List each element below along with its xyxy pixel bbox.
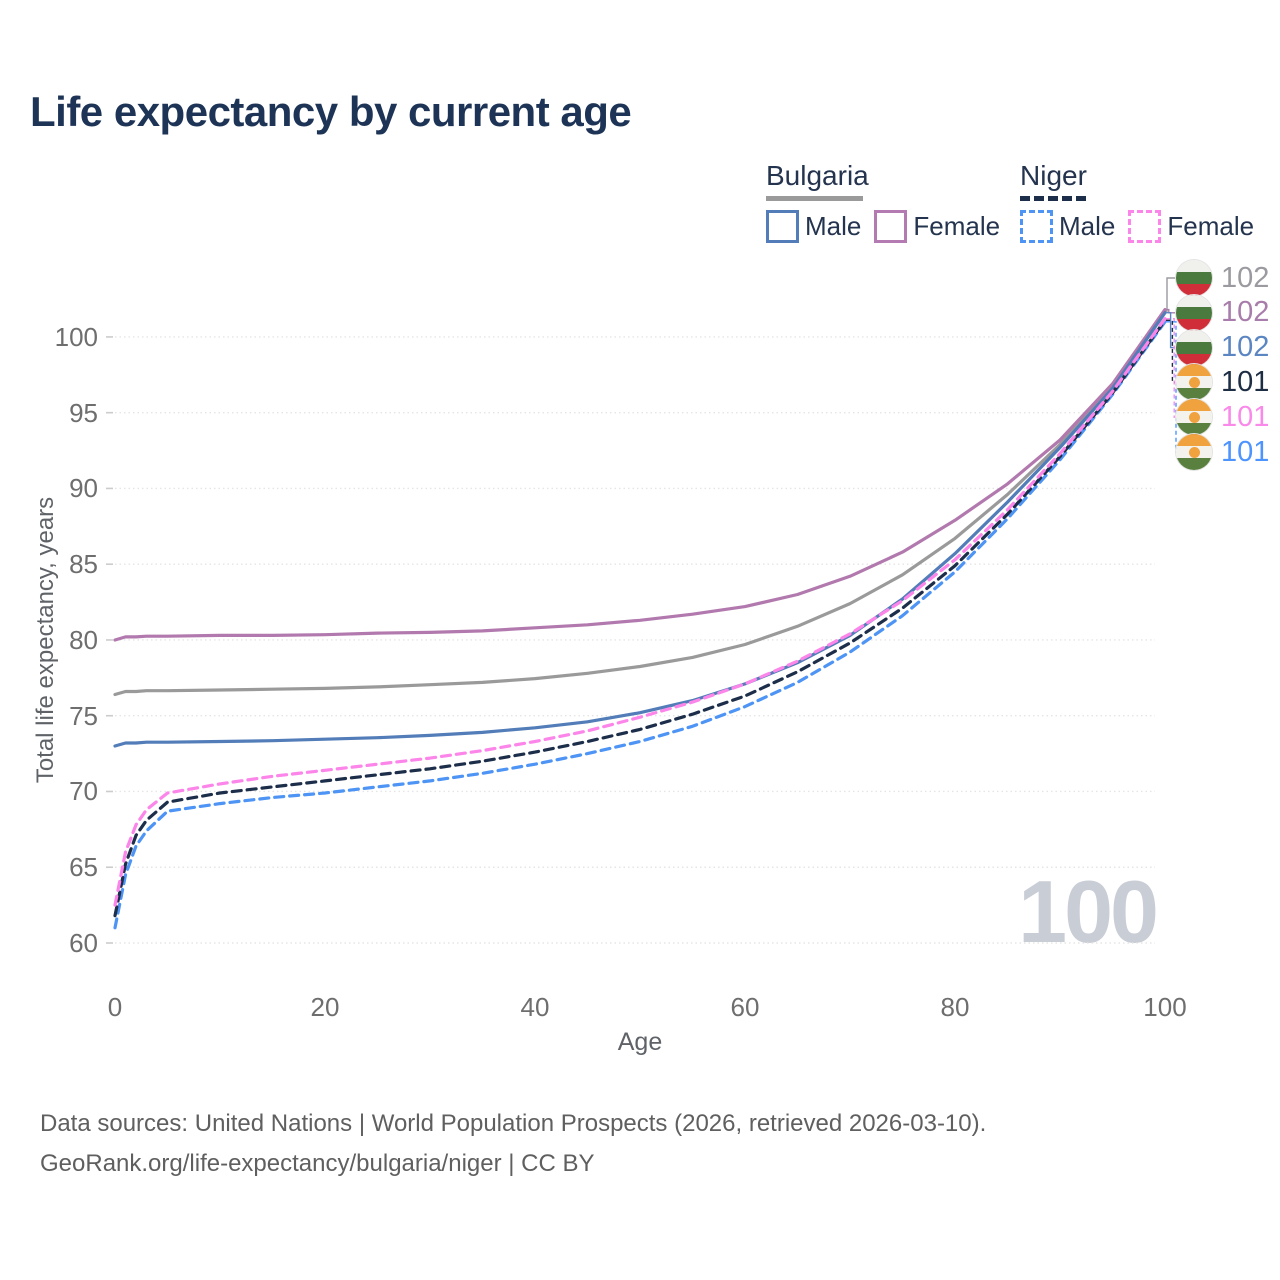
end-value-bulgaria-female: 102 [1221, 296, 1270, 329]
end-value-bulgaria-male: 102 [1221, 331, 1270, 364]
leader-line-bulgaria_both [1166, 277, 1175, 312]
end-value-bulgaria-both: 102 [1221, 261, 1270, 294]
current-age-watermark: 100 [1018, 862, 1159, 961]
series-line-niger_female [113, 317, 1167, 907]
x-axis-title: Age [617, 1028, 663, 1056]
leader-line-niger_both [1166, 319, 1175, 384]
footer-data-sources: Data sources: United Nations | World Pop… [40, 1110, 987, 1137]
legend-label-niger-male: Male [1059, 211, 1116, 241]
legend-title-niger: Niger [1020, 160, 1087, 191]
legend-label-bulgaria-male: Male [805, 211, 862, 241]
footer-url: GeoRank.org/life-expectancy/bulgaria/nig… [40, 1150, 595, 1177]
bulgaria-flag-icon [1176, 329, 1212, 366]
niger-female-swatch-icon[interactable] [1128, 210, 1162, 243]
leader-line-niger_male [1166, 321, 1177, 453]
legend-label-niger-female: Female [1167, 211, 1255, 241]
leader-line-niger_female [1166, 318, 1175, 418]
leader-line-bulgaria_male [1166, 312, 1175, 349]
legend-group-niger: Niger Male Female [1020, 160, 1254, 243]
series-line-niger_both [113, 318, 1167, 918]
series-line-bulgaria_both [113, 309, 1167, 697]
page-title: Life expectancy by current age [30, 88, 632, 135]
series-line-niger_male [113, 320, 1167, 930]
legend-item-niger-female[interactable]: Female [1128, 210, 1254, 243]
niger-flag-icon [1176, 434, 1212, 470]
end-row-niger-female: 101 [1176, 398, 1269, 436]
series-line-bulgaria_female [113, 308, 1167, 642]
legend-group-bulgaria: Bulgaria Male Female [766, 160, 1000, 243]
legend-item-niger-male[interactable]: Male [1020, 210, 1115, 243]
legend-title-bulgaria: Bulgaria [766, 160, 869, 191]
bulgaria-solid-line-sample [766, 196, 863, 201]
bulgaria-female-swatch-icon[interactable] [874, 210, 908, 243]
bulgaria-flag-icon [1176, 260, 1212, 296]
end-row-niger-both: 101 [1176, 363, 1269, 401]
end-row-bulgaria-female: 102 [1176, 294, 1269, 332]
niger-dashed-line-sample [1020, 196, 1086, 201]
leader-line-bulgaria_female [1166, 308, 1175, 314]
legend-item-bulgaria-female[interactable]: Female [874, 210, 1000, 243]
end-value-niger-female: 101 [1221, 400, 1270, 433]
niger-flag-icon [1176, 399, 1212, 436]
niger-male-swatch-icon[interactable] [1020, 210, 1053, 243]
end-row-niger-male: 101 [1176, 433, 1269, 471]
y-axis-title: Total life expectancy, years [32, 496, 59, 784]
bulgaria-flag-icon [1176, 294, 1212, 331]
end-value-niger-both: 101 [1221, 365, 1270, 398]
series-line-bulgaria_male [113, 311, 1167, 748]
bulgaria-male-swatch-icon[interactable] [766, 210, 799, 243]
end-row-bulgaria-male: 102 [1176, 329, 1269, 367]
end-value-niger-male: 101 [1221, 435, 1270, 468]
legend-label-bulgaria-female: Female [913, 211, 1001, 241]
legend-item-bulgaria-male[interactable]: Male [766, 210, 861, 243]
niger-flag-icon [1176, 364, 1212, 401]
end-row-bulgaria-both: 102 [1176, 259, 1269, 297]
